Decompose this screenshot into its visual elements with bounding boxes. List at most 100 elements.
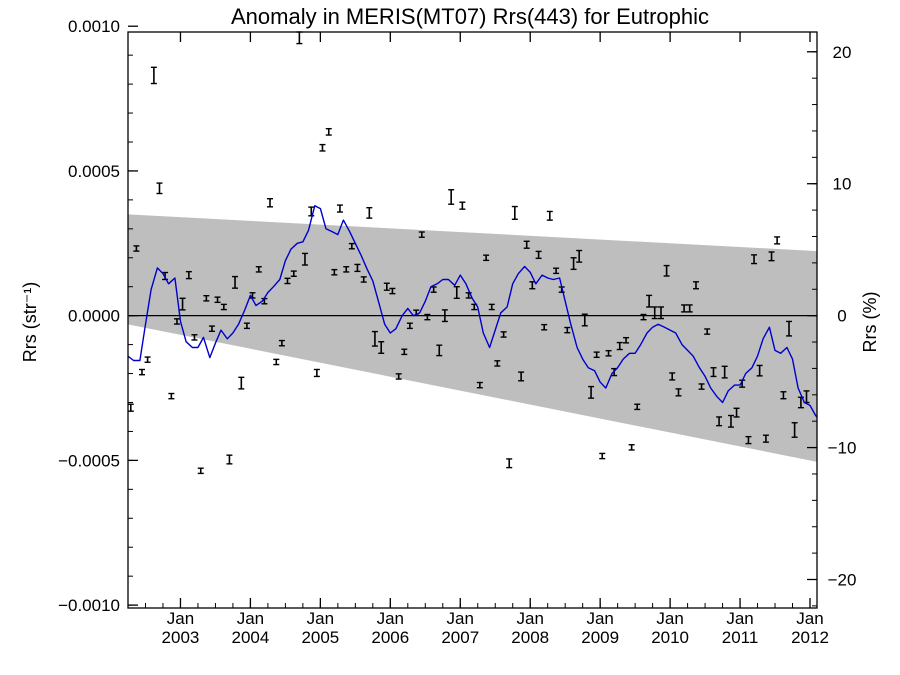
errorbar-point xyxy=(395,373,402,380)
errorbar-point xyxy=(511,205,518,220)
errorbar-point xyxy=(634,403,641,411)
errorbar-point xyxy=(278,339,285,347)
errorbar-point xyxy=(150,66,157,85)
errorbar-point xyxy=(378,341,385,354)
right-y-tick-label: 0 xyxy=(837,307,846,326)
errorbar-point xyxy=(616,341,623,351)
errorbar-point xyxy=(605,349,612,357)
errorbar-point xyxy=(663,264,670,277)
plot-area xyxy=(127,31,818,475)
errorbar-point xyxy=(127,403,134,412)
errorbar-point xyxy=(797,396,804,409)
errorbar-point xyxy=(686,304,693,313)
errorbar-point xyxy=(232,275,239,289)
errorbar-point xyxy=(494,360,501,367)
x-tick-year-label: 2005 xyxy=(301,628,339,647)
y-tick-label: 0.0000 xyxy=(68,307,120,326)
errorbar-point xyxy=(226,454,233,465)
errorbar-point xyxy=(646,294,653,308)
errorbar-point xyxy=(651,306,658,320)
confidence-band xyxy=(128,214,817,462)
errorbar-point xyxy=(588,385,595,399)
x-tick-month-label: Jan xyxy=(796,609,823,628)
y-axis-left-label: Rrs (str⁻¹) xyxy=(20,282,40,362)
errorbar-point xyxy=(418,231,425,238)
x-tick-year-label: 2010 xyxy=(651,628,689,647)
right-y-axis-ticks: 20 10 0 −10 −20 xyxy=(807,43,857,607)
errorbar-point xyxy=(441,309,448,323)
errorbar-point xyxy=(564,326,571,334)
errorbar-point xyxy=(197,467,204,475)
errorbar-point xyxy=(238,376,245,390)
errorbar-point xyxy=(389,287,396,295)
errorbar-point xyxy=(284,277,291,285)
x-tick-year-label: 2011 xyxy=(722,628,759,647)
errorbar-point xyxy=(360,276,367,283)
y-tick-label: 0.0005 xyxy=(68,162,120,181)
errorbar-point xyxy=(692,281,699,290)
errorbar-point xyxy=(179,297,186,311)
errorbar-point xyxy=(173,318,180,325)
x-axis-ticks: Jan2003Jan2004Jan2005Jan2006Jan2007Jan20… xyxy=(144,32,829,647)
errorbar-point xyxy=(220,303,227,311)
plot-frame xyxy=(127,31,818,609)
errorbar-point xyxy=(628,444,635,451)
x-tick-year-label: 2003 xyxy=(162,628,200,647)
errorbar-point xyxy=(506,458,513,469)
errorbar-point xyxy=(436,344,443,357)
errorbar-point xyxy=(406,322,413,330)
x-tick-month-label: Jan xyxy=(447,609,474,628)
errorbar-point xyxy=(319,143,326,152)
errorbar-point xyxy=(465,292,472,299)
errorbar-point xyxy=(448,189,455,205)
errorbar-point xyxy=(721,365,728,379)
x-tick-month-label: Jan xyxy=(167,609,194,628)
x-tick-year-label: 2012 xyxy=(791,628,829,647)
y-tick-label: −0.0010 xyxy=(58,596,120,615)
errorbar-series xyxy=(127,31,810,475)
errorbar-point xyxy=(756,364,763,377)
chart-title: Anomaly in MERIS(MT07) Rrs(443) for Eutr… xyxy=(231,4,709,29)
errorbar-point xyxy=(751,254,758,265)
errorbar-point xyxy=(768,251,775,262)
errorbar-point xyxy=(453,286,460,299)
errorbar-point xyxy=(774,236,781,245)
x-tick-month-label: Jan xyxy=(237,609,264,628)
errorbar-point xyxy=(669,372,676,381)
x-tick-month-label: Jan xyxy=(516,609,543,628)
errorbar-point xyxy=(762,434,769,443)
errorbar-point xyxy=(144,356,151,363)
errorbar-point xyxy=(336,204,343,213)
right-y-tick-label: −10 xyxy=(828,439,857,458)
errorbar-point xyxy=(576,249,583,263)
errorbar-point xyxy=(331,268,338,276)
errorbar-point xyxy=(675,388,682,397)
errorbar-point xyxy=(553,267,560,275)
x-tick-year-label: 2008 xyxy=(511,628,549,647)
errorbar-point xyxy=(156,182,163,195)
errorbar-point xyxy=(313,368,320,378)
x-tick-year-label: 2006 xyxy=(371,628,409,647)
right-y-tick-label: 10 xyxy=(833,175,852,194)
errorbar-point xyxy=(581,313,588,327)
errorbar-point xyxy=(541,323,548,331)
errorbar-point xyxy=(523,240,530,249)
x-tick-month-label: Jan xyxy=(307,609,334,628)
errorbar-point xyxy=(138,368,145,376)
errorbar-point xyxy=(308,206,315,217)
errorbar-point xyxy=(546,210,553,221)
errorbar-point xyxy=(424,313,431,321)
right-y-tick-label: −20 xyxy=(828,571,857,590)
errorbar-point xyxy=(273,358,280,366)
errorbar-point xyxy=(191,334,198,341)
smoothed-series-line xyxy=(127,205,818,418)
errorbar-point xyxy=(208,325,215,332)
errorbar-point xyxy=(343,266,350,273)
x-tick-year-label: 2009 xyxy=(581,628,619,647)
errorbar-point xyxy=(255,266,262,273)
x-tick-year-label: 2004 xyxy=(231,628,269,647)
left-y-axis-ticks: 0.0010 0.0005 0.0000 −0.0005 −0.0010 xyxy=(58,17,138,615)
errorbar-point xyxy=(640,313,647,321)
errorbar-point xyxy=(459,201,466,210)
